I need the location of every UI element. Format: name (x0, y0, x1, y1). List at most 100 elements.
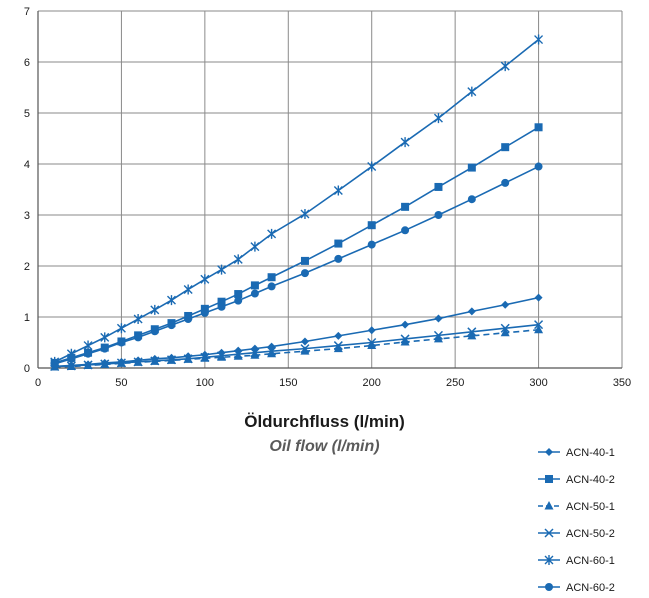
grid (37, 10, 623, 369)
data-point (433, 330, 443, 340)
legend-marker (544, 501, 554, 510)
data-point (200, 274, 210, 285)
legend-item: ACN-40-1 (538, 447, 615, 459)
y-tick-label: 3 (24, 210, 30, 222)
legend-label: ACN-60-2 (566, 582, 615, 594)
data-point (534, 123, 543, 132)
data-point (234, 296, 243, 305)
series-layer (50, 34, 544, 372)
data-point (400, 336, 410, 346)
x-tick-label: 350 (613, 377, 631, 389)
data-point (116, 323, 126, 334)
data-point (267, 348, 277, 358)
data-point (367, 240, 376, 249)
legend-item: ACN-60-2 (538, 582, 615, 594)
data-point (250, 350, 260, 359)
legend-item: ACN-50-1 (538, 501, 615, 513)
y-tick-label: 2 (24, 261, 30, 273)
data-point (434, 314, 443, 323)
data-point (401, 202, 410, 211)
data-point (300, 256, 309, 265)
data-point (250, 241, 260, 252)
data-point (217, 297, 226, 306)
data-point (150, 356, 160, 366)
data-point (100, 359, 110, 369)
data-point (83, 360, 93, 370)
data-point (200, 304, 209, 313)
tick-labels: 0 50 100 150 200 250 300 350 0 1 2 3 4 5 6 7 (24, 6, 631, 389)
data-point (401, 320, 410, 329)
data-point (467, 195, 476, 204)
data-point (150, 304, 160, 315)
legend-label: ACN-50-2 (566, 528, 615, 540)
series-line (54, 296, 539, 368)
data-point (133, 357, 143, 367)
data-point (500, 61, 510, 72)
data-point (117, 338, 126, 347)
data-point (267, 273, 276, 282)
data-point (200, 352, 210, 362)
data-point (234, 290, 243, 299)
data-point (501, 300, 510, 309)
data-point (233, 349, 243, 359)
data-point (100, 332, 110, 343)
data-point (183, 354, 193, 364)
data-point (167, 321, 176, 330)
data-point (334, 331, 343, 340)
data-point (333, 341, 343, 351)
data-point (434, 211, 443, 219)
x-axis-title: Öldurchfluss (l/min) (244, 412, 405, 431)
data-point (134, 333, 143, 342)
data-point (434, 182, 443, 191)
y-tick-label: 5 (24, 108, 30, 120)
y-tick-label: 0 (24, 363, 30, 375)
data-point (501, 178, 510, 187)
data-point (166, 295, 176, 306)
data-point (367, 221, 376, 230)
data-point (100, 344, 109, 353)
data-point (184, 315, 193, 324)
legend-item: ACN-40-2 (538, 474, 615, 486)
data-point (467, 330, 477, 340)
data-point (500, 323, 510, 333)
series-ACN-60-2 (50, 162, 543, 368)
legend-marker (545, 475, 553, 483)
data-point (467, 327, 477, 337)
data-point (400, 137, 410, 148)
data-point (267, 228, 277, 239)
legend-label: ACN-40-2 (566, 474, 615, 486)
data-point (133, 314, 143, 325)
series-line (54, 165, 539, 365)
data-point (467, 86, 477, 97)
series-line (54, 323, 539, 368)
data-point (183, 284, 193, 295)
data-point (433, 113, 443, 124)
legend-label: ACN-60-1 (566, 555, 615, 567)
x-tick-label: 300 (529, 377, 547, 389)
data-point (333, 185, 343, 196)
x-tick-label: 250 (446, 377, 464, 389)
data-point (233, 351, 243, 360)
data-point (67, 354, 76, 363)
x-tick-label: 100 (196, 377, 214, 389)
data-point (500, 327, 510, 337)
x-tick-label: 150 (279, 377, 297, 389)
data-point (534, 34, 544, 45)
data-point (150, 327, 159, 336)
data-point (250, 289, 259, 298)
y-tick-label: 6 (24, 57, 30, 69)
data-point (66, 361, 76, 371)
data-point (84, 349, 93, 358)
data-point (367, 340, 377, 350)
data-point (534, 293, 543, 302)
data-point (166, 355, 177, 365)
data-point (116, 358, 126, 368)
data-point (217, 302, 226, 311)
data-point (534, 324, 544, 334)
data-point (367, 326, 376, 335)
data-point (334, 239, 343, 248)
data-point (467, 163, 476, 172)
series-line (54, 38, 540, 363)
data-point (334, 254, 343, 263)
